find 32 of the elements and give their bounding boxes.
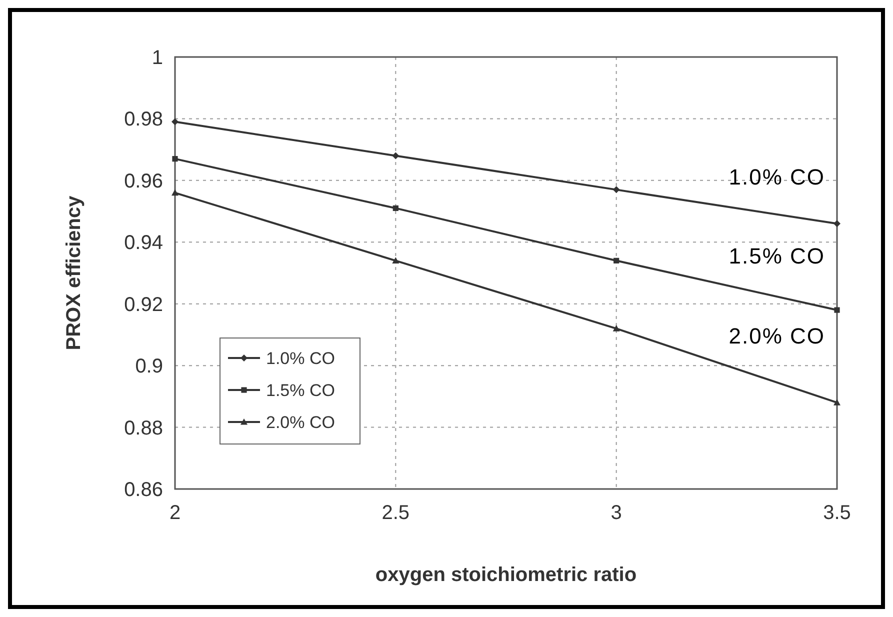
legend-label: 2.0% CO — [266, 412, 335, 432]
y-tick-label: 0.94 — [124, 232, 163, 254]
y-tick-label: 1 — [152, 47, 163, 69]
annotation: 1.0% CO — [728, 164, 825, 190]
y-tick-label: 0.86 — [124, 479, 163, 501]
annotation: 2.0% CO — [728, 324, 825, 349]
point — [612, 186, 620, 194]
annotation: 1.5% CO — [728, 243, 825, 268]
point — [392, 152, 400, 160]
y-tick-label: 0.9 — [135, 356, 163, 378]
point — [614, 258, 620, 264]
point — [172, 189, 178, 196]
y-tick-label: 0.96 — [124, 170, 163, 192]
legend-label: 1.0% CO — [266, 348, 335, 368]
point — [834, 307, 840, 313]
y-tick-label: 0.88 — [124, 417, 163, 440]
point — [172, 156, 178, 162]
point — [612, 325, 620, 332]
x-tick-label: 2 — [169, 502, 181, 524]
y-tick-label: 0.92 — [124, 294, 163, 316]
x-tick-label: 3 — [610, 502, 622, 524]
x-tick-label: 2.5 — [382, 502, 410, 524]
x-axis-title: oxygen stoichiometric ratio — [375, 564, 637, 586]
y-axis-title: PROX efficiency — [63, 194, 85, 350]
point — [172, 118, 178, 126]
point — [834, 220, 840, 228]
point — [392, 257, 400, 264]
y-tick-label: 0.98 — [124, 108, 163, 131]
x-tick-label: 3.5 — [823, 502, 851, 524]
point — [834, 399, 840, 406]
legend-label: 1.5% CO — [266, 380, 335, 400]
point — [392, 205, 398, 211]
